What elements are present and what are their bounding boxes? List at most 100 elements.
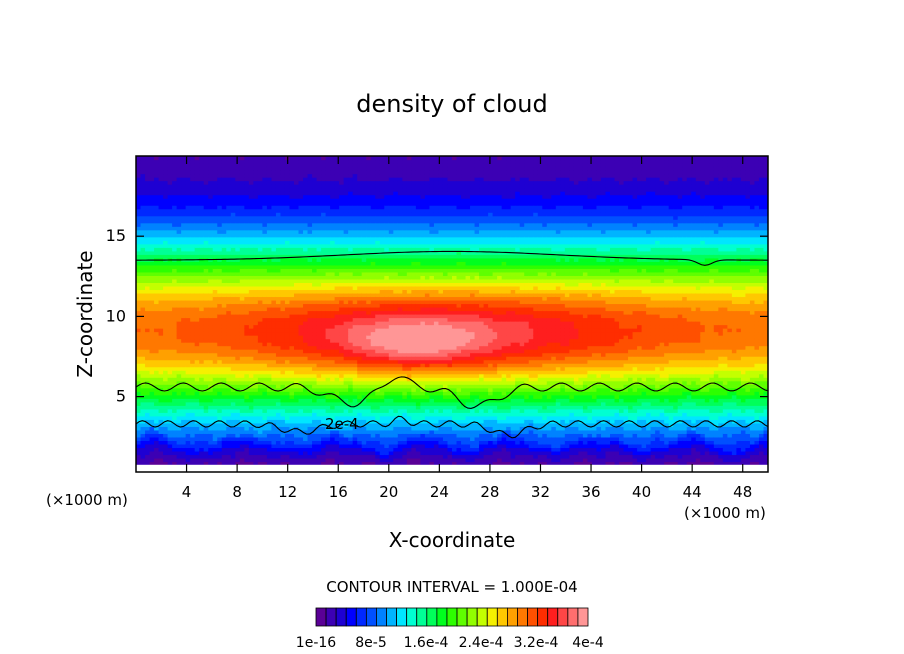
field-cell (280, 170, 286, 175)
field-cell (275, 163, 282, 168)
field-cell (163, 268, 169, 273)
field-cell (217, 163, 223, 168)
field-cell (221, 173, 227, 178)
field-cell (262, 159, 268, 164)
field-cell (343, 433, 349, 438)
field-cell (253, 447, 259, 452)
field-cell (190, 387, 196, 392)
field-cell (294, 205, 300, 210)
field-cell (257, 275, 263, 280)
field-cell (289, 198, 295, 203)
field-cell (348, 461, 354, 466)
field-cell (230, 433, 236, 438)
field-cell (266, 331, 273, 336)
field-cell (181, 275, 187, 280)
field-cell (366, 328, 372, 333)
field-cell (145, 271, 151, 276)
field-cell (140, 163, 146, 168)
field-cell (172, 194, 178, 199)
field-cell (208, 278, 214, 283)
field-cell (239, 398, 245, 403)
field-cell (312, 173, 318, 178)
field-cell (140, 208, 146, 213)
field-cell (357, 292, 363, 298)
field-cell (375, 208, 381, 213)
field-cell (271, 380, 277, 385)
field-cell (339, 377, 345, 382)
field-cell (217, 247, 223, 252)
field-cell (321, 366, 327, 371)
field-cell (375, 447, 381, 452)
field-cell (370, 384, 376, 389)
field-cell (257, 426, 263, 431)
field-cell (257, 422, 263, 427)
field-cell (199, 415, 205, 420)
field-cell (307, 299, 313, 305)
field-cell (348, 310, 354, 315)
field-cell (366, 201, 372, 206)
field-cell (303, 236, 309, 241)
field-cell (199, 391, 205, 396)
field-cell (275, 271, 282, 276)
field-cell (289, 331, 295, 336)
field-cell (370, 401, 376, 406)
field-cell (176, 412, 182, 417)
field-cell (334, 352, 340, 357)
field-cell (226, 198, 232, 203)
field-cell (221, 345, 227, 350)
field-cell (176, 198, 182, 203)
field-cell (339, 247, 345, 252)
field-cell (185, 299, 191, 305)
field-cell (321, 180, 327, 185)
field-cell (375, 384, 381, 389)
field-cell (266, 268, 273, 273)
field-cell (217, 180, 223, 185)
field-cell (176, 398, 182, 403)
field-cell (235, 405, 241, 410)
field-cell (230, 233, 236, 238)
field-cell (140, 215, 146, 220)
field-cell (181, 447, 187, 452)
field-cell (303, 443, 309, 449)
field-cell (370, 373, 376, 378)
field-cell (303, 352, 309, 357)
field-cell (199, 384, 205, 389)
field-cell (253, 289, 259, 294)
field-cell (244, 331, 250, 336)
field-cell (348, 398, 354, 403)
field-cell (298, 454, 304, 459)
field-cell (348, 191, 354, 196)
field-cell (163, 394, 169, 399)
field-cell (343, 426, 349, 431)
field-cell (244, 412, 250, 417)
field-cell (303, 299, 309, 305)
field-cell (343, 447, 349, 452)
field-cell (212, 247, 218, 252)
field-cell (257, 436, 263, 441)
field-cell (361, 391, 367, 396)
field-cell (303, 170, 309, 175)
field-cell (158, 264, 164, 269)
field-cell (212, 328, 218, 333)
field-cell (185, 338, 191, 343)
field-cell (275, 303, 282, 308)
field-cell (221, 264, 227, 269)
field-cell (185, 306, 191, 312)
field-cell (348, 240, 354, 245)
field-cell (321, 243, 327, 248)
field-cell (235, 233, 241, 238)
field-cell (275, 285, 282, 291)
field-cell (176, 335, 182, 340)
field-cell (370, 173, 376, 178)
field-cell (271, 314, 277, 319)
field-cell (239, 314, 245, 319)
field-cell (271, 222, 277, 227)
field-cell (262, 412, 268, 417)
field-cell (303, 412, 309, 417)
field-cell (248, 433, 254, 438)
field-cell (312, 415, 318, 420)
field-cell (294, 384, 300, 389)
field-cell (230, 271, 236, 276)
field-cell (294, 243, 300, 248)
field-cell (145, 380, 151, 385)
